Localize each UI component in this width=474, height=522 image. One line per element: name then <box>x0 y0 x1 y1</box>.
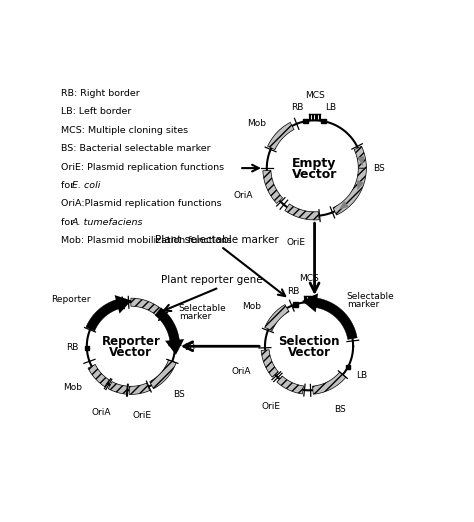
Text: MCS: MCS <box>299 274 319 283</box>
Polygon shape <box>86 299 121 331</box>
Polygon shape <box>129 383 150 395</box>
Text: OriE: OriE <box>262 402 281 411</box>
Text: OriE: OriE <box>133 411 152 420</box>
Polygon shape <box>263 170 283 204</box>
Text: for: for <box>61 181 77 190</box>
Text: OriA: OriA <box>91 408 111 417</box>
Polygon shape <box>165 339 184 355</box>
Polygon shape <box>302 293 318 312</box>
Polygon shape <box>115 295 131 314</box>
Text: E. coli: E. coli <box>72 181 100 190</box>
Text: BS: BS <box>373 163 384 173</box>
Polygon shape <box>131 298 165 318</box>
Polygon shape <box>357 156 365 166</box>
Text: OriA: OriA <box>234 191 254 200</box>
Bar <box>85 346 89 350</box>
Polygon shape <box>314 298 357 339</box>
Text: Selectable: Selectable <box>347 292 394 301</box>
Polygon shape <box>150 360 176 389</box>
Text: Selectable: Selectable <box>179 304 227 313</box>
Text: marker: marker <box>347 300 379 309</box>
Bar <box>173 346 177 350</box>
Text: Reporter: Reporter <box>51 295 91 304</box>
Text: OriE: OriE <box>286 238 305 247</box>
Text: Plant reporter gene: Plant reporter gene <box>161 275 263 285</box>
Polygon shape <box>333 168 366 215</box>
Polygon shape <box>285 204 319 220</box>
Text: Vector: Vector <box>292 168 337 181</box>
Text: Mob: Mob <box>242 302 261 311</box>
Bar <box>346 365 350 369</box>
Polygon shape <box>162 315 179 343</box>
Text: OriE: Plasmid replication functions: OriE: Plasmid replication functions <box>61 162 224 172</box>
Text: RB: RB <box>287 287 300 296</box>
Text: OriA:Plasmid replication functions: OriA:Plasmid replication functions <box>61 199 222 208</box>
Text: Plant selectable marker: Plant selectable marker <box>155 235 279 245</box>
Text: Reporter: Reporter <box>101 335 160 348</box>
Text: LB: LB <box>325 103 337 112</box>
Polygon shape <box>265 305 289 330</box>
Text: BS: BS <box>334 405 346 413</box>
Polygon shape <box>88 364 109 387</box>
Bar <box>293 302 298 306</box>
Text: LB: Left border: LB: Left border <box>61 108 131 116</box>
Text: Empty: Empty <box>292 157 337 170</box>
Polygon shape <box>354 146 366 168</box>
Polygon shape <box>261 350 278 377</box>
Polygon shape <box>339 201 349 209</box>
Text: A. tumefaciens: A. tumefaciens <box>72 218 143 227</box>
Text: Mob: Plasmid mobilization functions: Mob: Plasmid mobilization functions <box>61 236 232 245</box>
Text: MCS: MCS <box>305 91 324 100</box>
Text: BS: Bacterial selectable marker: BS: Bacterial selectable marker <box>61 144 211 153</box>
Text: MCS: Multiple cloning sites: MCS: Multiple cloning sites <box>61 126 188 135</box>
Text: Mob: Mob <box>247 118 266 128</box>
Text: LB: LB <box>184 343 195 352</box>
Text: for: for <box>61 218 77 227</box>
Text: Vector: Vector <box>288 347 330 359</box>
Polygon shape <box>357 180 364 191</box>
Polygon shape <box>268 122 294 150</box>
Text: Mob: Mob <box>63 383 82 392</box>
Text: Selection: Selection <box>278 335 340 348</box>
Polygon shape <box>277 376 303 394</box>
Text: Vector: Vector <box>109 347 152 359</box>
Polygon shape <box>312 372 346 394</box>
Text: RB: RB <box>292 103 304 112</box>
Text: LB: LB <box>356 371 367 380</box>
Polygon shape <box>108 382 128 394</box>
Text: marker: marker <box>179 312 211 321</box>
Bar <box>321 119 326 123</box>
Polygon shape <box>155 308 180 343</box>
Bar <box>303 119 308 123</box>
Text: RB: Right border: RB: Right border <box>61 89 140 98</box>
Text: BS: BS <box>173 390 185 399</box>
Text: OriA: OriA <box>231 366 251 375</box>
Text: RB: RB <box>65 343 78 352</box>
